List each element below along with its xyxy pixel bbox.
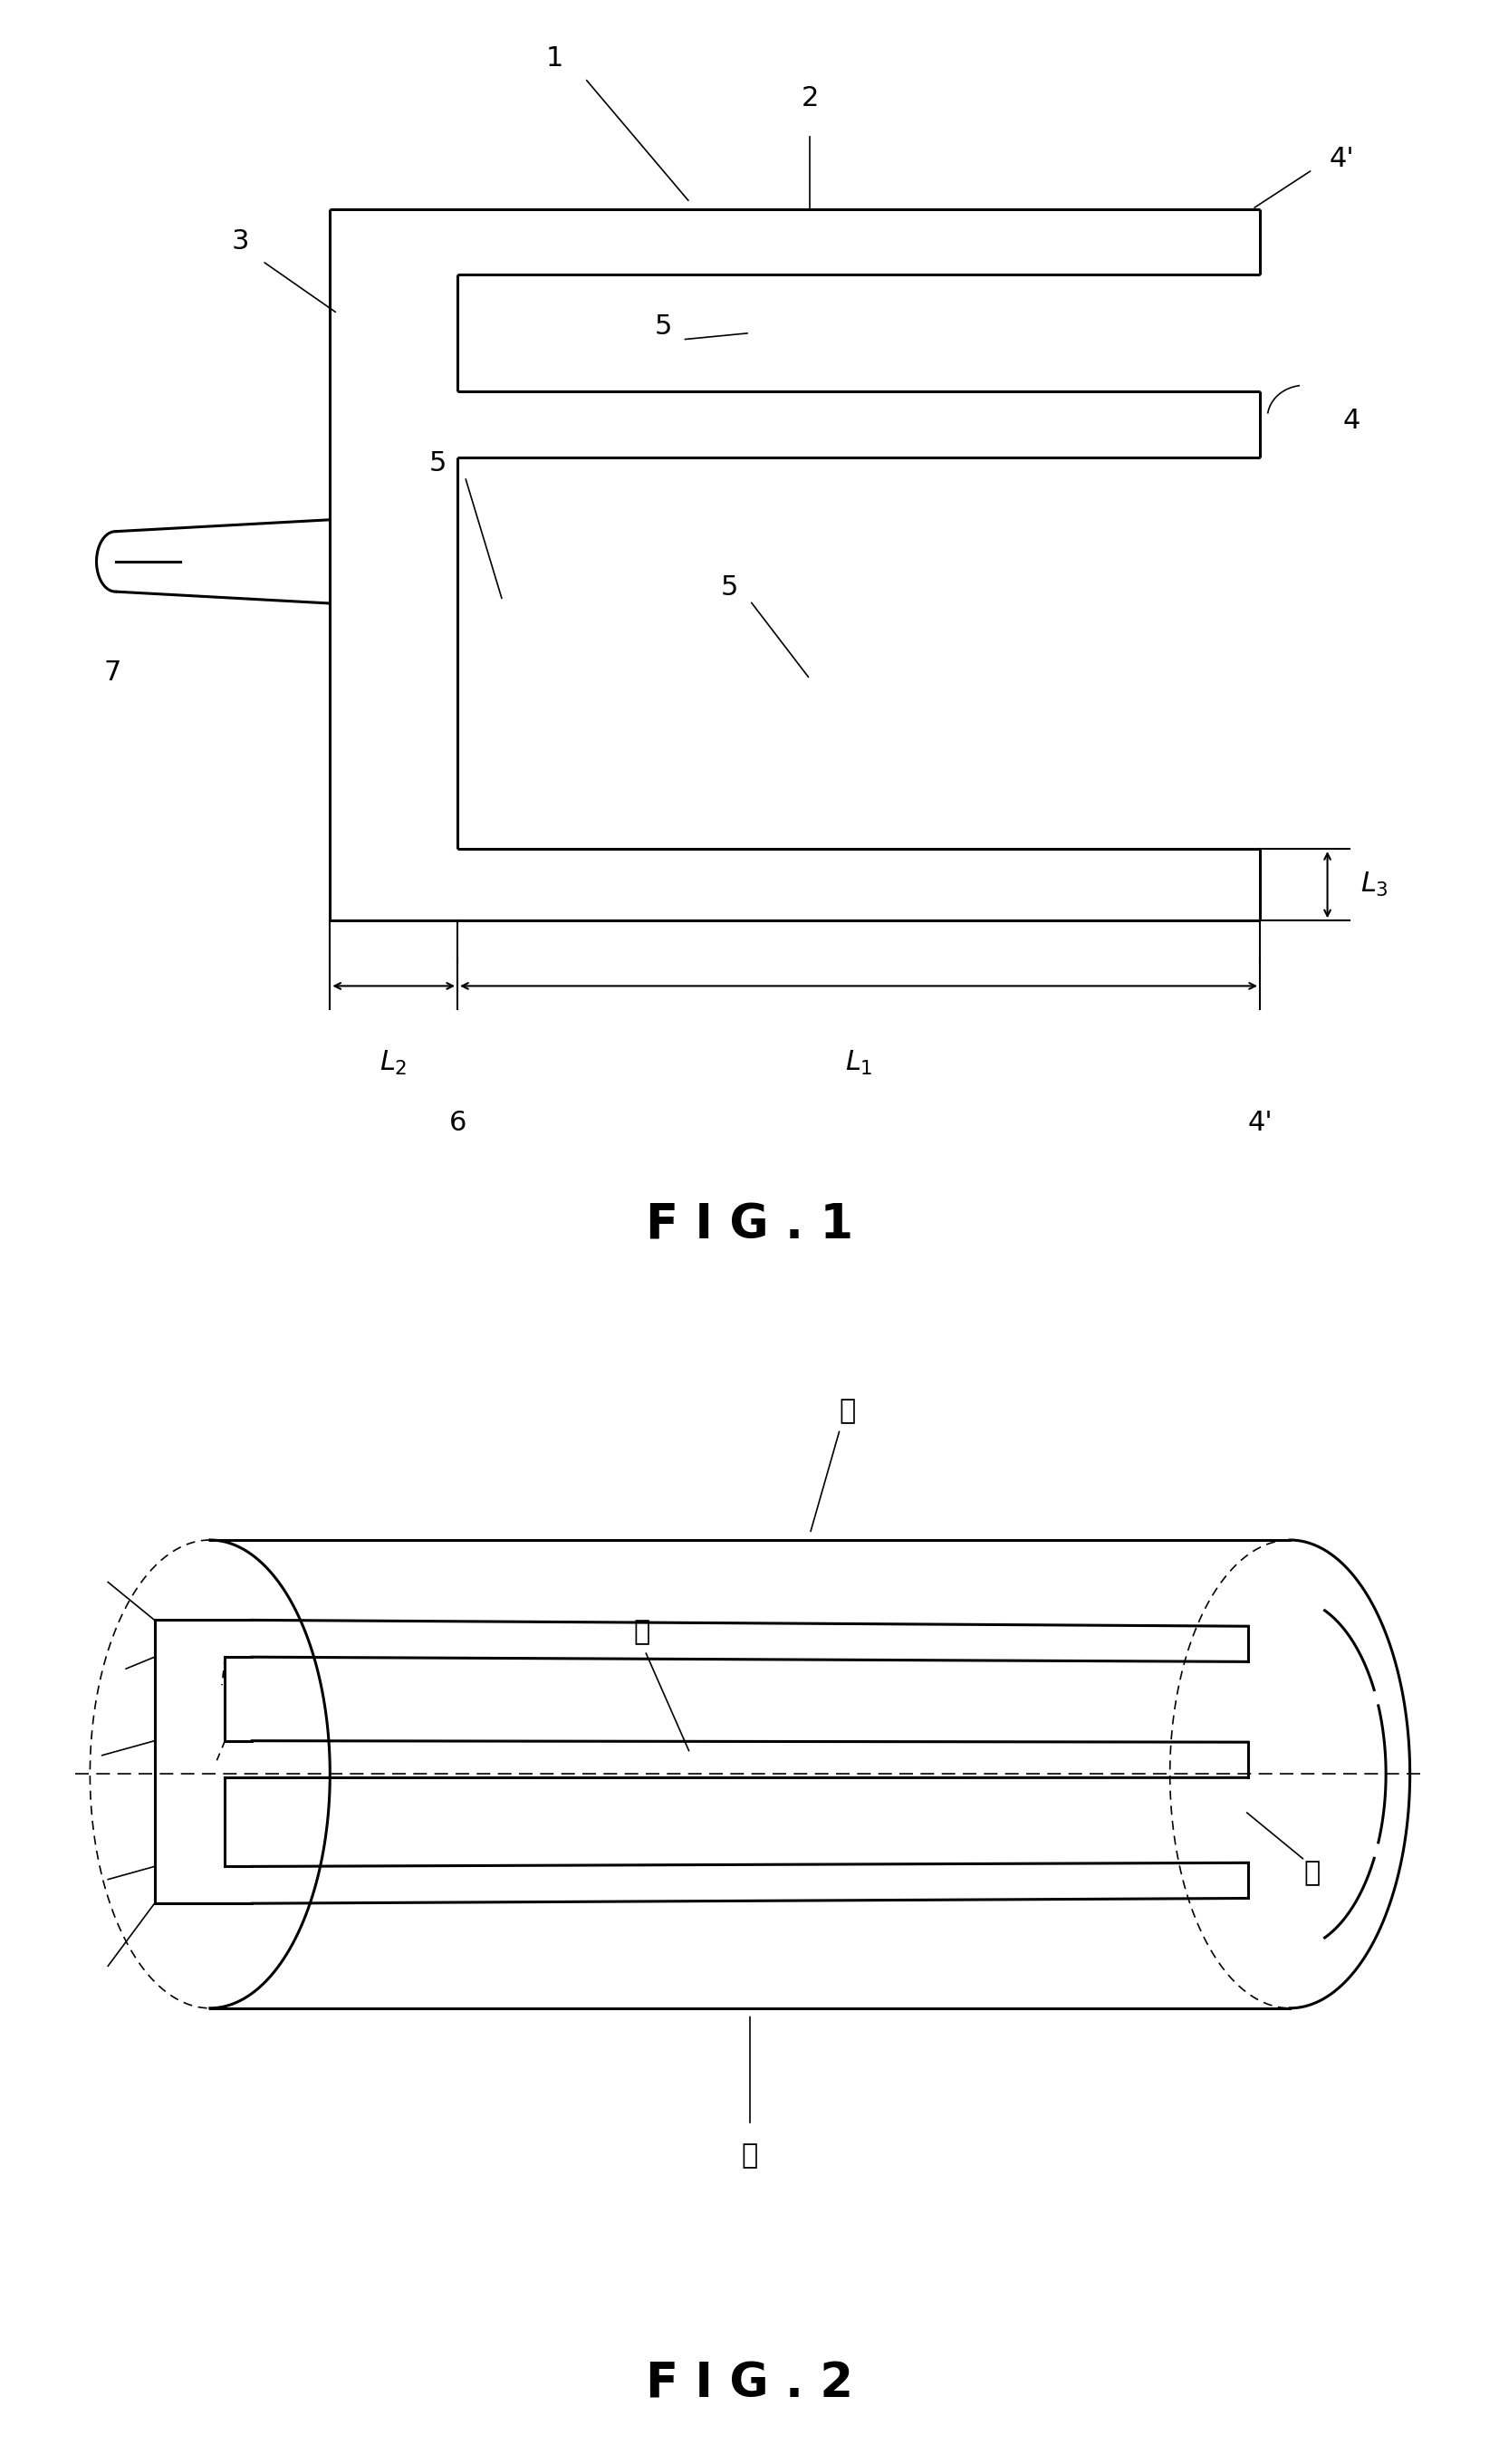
Text: 3: 3 (231, 229, 249, 254)
Text: 6: 6 (448, 1109, 466, 1136)
Text: ニ: ニ (633, 1619, 651, 1646)
Text: ロ: ロ (741, 2141, 758, 2171)
Text: F I G . 2: F I G . 2 (646, 2361, 853, 2407)
Text: 5: 5 (720, 574, 738, 601)
Text: ハ: ハ (1303, 1858, 1321, 1887)
Text: 4: 4 (1342, 407, 1360, 434)
Text: 5: 5 (429, 451, 447, 476)
Text: イ: イ (838, 1397, 856, 1424)
Text: $L_3$: $L_3$ (1360, 870, 1388, 899)
Text: F I G . 1: F I G . 1 (646, 1202, 853, 1249)
Text: 2: 2 (800, 84, 818, 111)
Text: 4': 4' (1328, 145, 1354, 172)
Text: $L_1$: $L_1$ (844, 1050, 872, 1077)
Text: 4': 4' (1247, 1109, 1271, 1136)
Text: $L_2$: $L_2$ (379, 1050, 408, 1077)
Text: 1: 1 (546, 47, 564, 71)
Text: 5: 5 (654, 313, 672, 340)
Text: 7: 7 (103, 660, 121, 685)
